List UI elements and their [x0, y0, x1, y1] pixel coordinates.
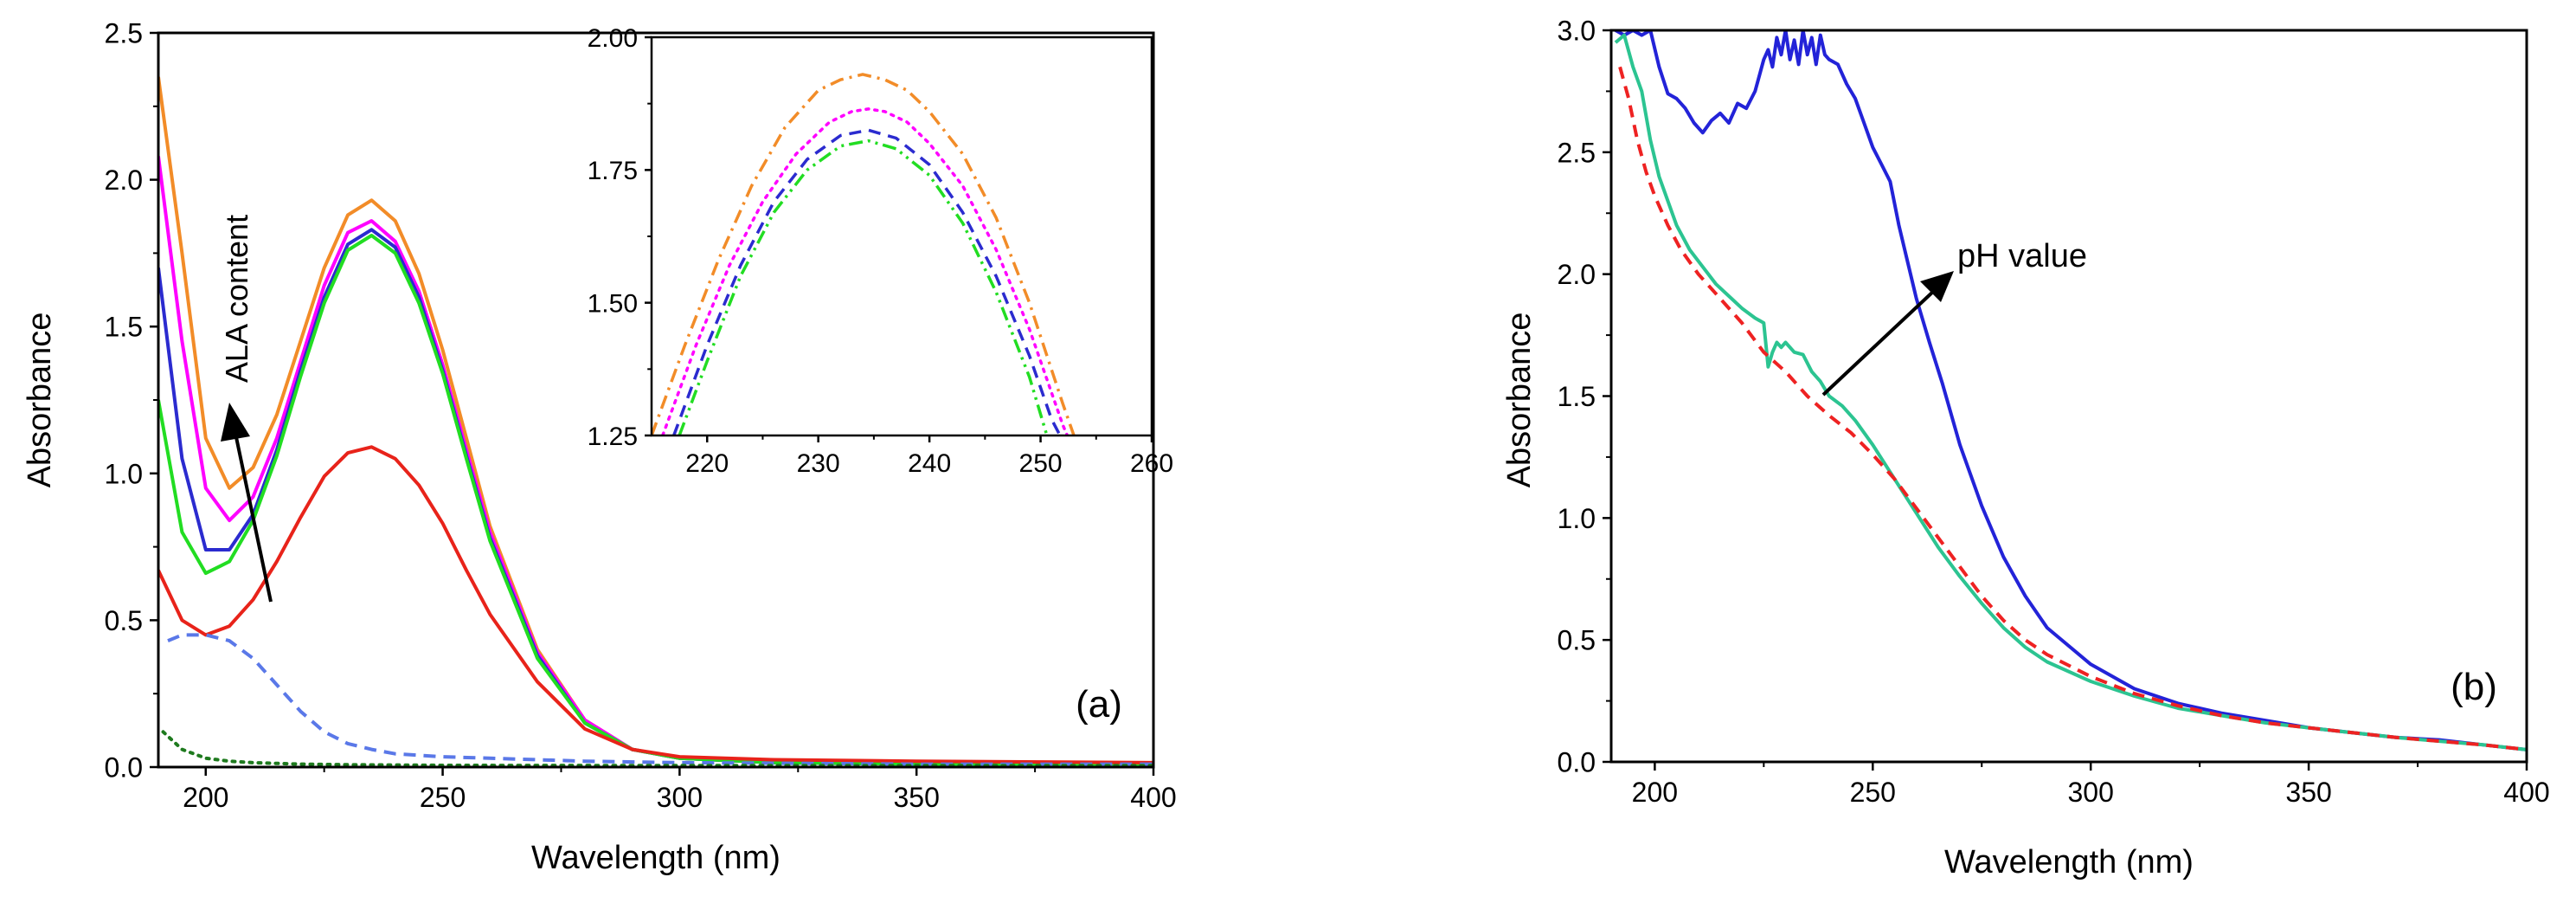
x-tick-label-a-inset: 220 — [685, 449, 729, 478]
chart-inset-background — [652, 37, 1152, 435]
x-tick-label-b: 250 — [1850, 777, 1896, 808]
y-tick-label-a: 1.0 — [105, 458, 143, 489]
x-tick-label-a-inset: 260 — [1130, 449, 1173, 478]
chart-a-inset-panel: 220 230 240 250 260 1.25 1.50 1.75 2.00 — [588, 24, 1173, 478]
series-a-inset-green — [678, 139, 1049, 435]
series-a-light-blue-dashed — [167, 633, 1153, 766]
x-tick-label-a: 300 — [657, 782, 703, 813]
chart-a-ylabel: Absorbance — [22, 313, 58, 488]
x-tick-label-b: 300 — [2067, 777, 2113, 808]
y-tick-label-b: 1.5 — [1558, 381, 1596, 412]
chart-a-series-layer — [158, 76, 1153, 767]
y-tick-label-a-inset: 1.50 — [588, 289, 638, 318]
x-tick-label-a: 400 — [1130, 782, 1176, 813]
series-b-blue — [1615, 30, 2527, 751]
y-tick-label-a-inset: 1.25 — [588, 422, 638, 451]
series-b-red-dashed — [1618, 66, 2527, 751]
ala-arrow-line — [234, 436, 273, 603]
ph-value-label: pH value — [1957, 238, 2087, 274]
chart-a-annotation: ALA content — [219, 215, 273, 603]
x-tick-label-a-inset: 250 — [1019, 449, 1063, 478]
y-tick-label-a: 0.0 — [105, 752, 143, 784]
y-tick-label-b: 1.0 — [1558, 503, 1596, 534]
y-tick-label-a-inset: 1.75 — [588, 157, 638, 185]
chart-b-ylabel: Absorbance — [1501, 313, 1538, 488]
chart-b-plot-frame — [1609, 29, 2528, 764]
x-tick-label-b: 400 — [2503, 777, 2549, 808]
x-tick-label-a: 350 — [893, 782, 939, 813]
x-tick-label-a-inset: 230 — [797, 449, 840, 478]
y-tick-label-b: 0.0 — [1558, 747, 1596, 778]
y-tick-label-a: 0.5 — [105, 605, 143, 636]
chart-a-xlabel: Wavelength (nm) — [531, 840, 781, 876]
chart-a-axes: 200 250 300 350 400 0.0 0.5 1.0 1.5 2.0 2.5 — [105, 18, 1177, 813]
chart-b-annotation: pH value — [1821, 238, 2087, 397]
y-tick-label-a: 2.5 — [105, 18, 143, 49]
y-tick-label-a: 1.5 — [105, 312, 143, 343]
x-tick-label-a: 250 — [420, 782, 466, 813]
x-tick-label-b: 200 — [1632, 777, 1678, 808]
ph-arrow-line — [1821, 288, 1937, 397]
y-tick-label-a: 2.0 — [105, 164, 143, 196]
x-tick-label-a-inset: 240 — [908, 449, 951, 478]
y-tick-label-a-inset: 2.00 — [588, 24, 638, 53]
chart-panel-a: 200 250 300 350 400 0.0 0.5 1.0 1.5 2.0 2.5 Wavele… — [22, 18, 1177, 876]
chart-b-axes: 200 250 300 350 400 0.0 0.5 1.0 1.5 2.0 2.5 3.0 — [1558, 16, 2550, 808]
series-a-red — [158, 445, 1153, 764]
series-a-dark-green-dotted — [161, 730, 1153, 767]
chart-b-panel-label: (b) — [2451, 666, 2497, 708]
y-tick-label-b: 2.0 — [1558, 259, 1596, 290]
ala-arrow-head — [221, 403, 250, 442]
series-a-inset-magenta — [661, 107, 1070, 435]
x-tick-label-b: 350 — [2285, 777, 2331, 808]
x-tick-label-a: 200 — [183, 782, 228, 813]
series-b-teal — [1614, 33, 2527, 751]
chart-a-panel-label: (a) — [1076, 683, 1122, 726]
ala-content-label: ALA content — [219, 215, 254, 383]
ph-arrow-head — [1920, 271, 1954, 302]
chart-inset-series-layer — [652, 73, 1076, 435]
y-tick-label-b: 0.5 — [1558, 625, 1596, 656]
chart-b-series-layer — [1614, 30, 2527, 751]
chart-panel-b: 200 250 300 350 400 0.0 0.5 1.0 1.5 2.0 2.5 3.0 Wav… — [1501, 16, 2550, 880]
chart-inset-axes: 220 230 240 250 260 1.25 1.50 1.75 2.00 — [588, 24, 1173, 478]
y-tick-label-b: 2.5 — [1558, 137, 1596, 168]
chart-b-xlabel: Wavelength (nm) — [1944, 844, 2194, 880]
y-tick-label-b: 3.0 — [1558, 16, 1596, 47]
